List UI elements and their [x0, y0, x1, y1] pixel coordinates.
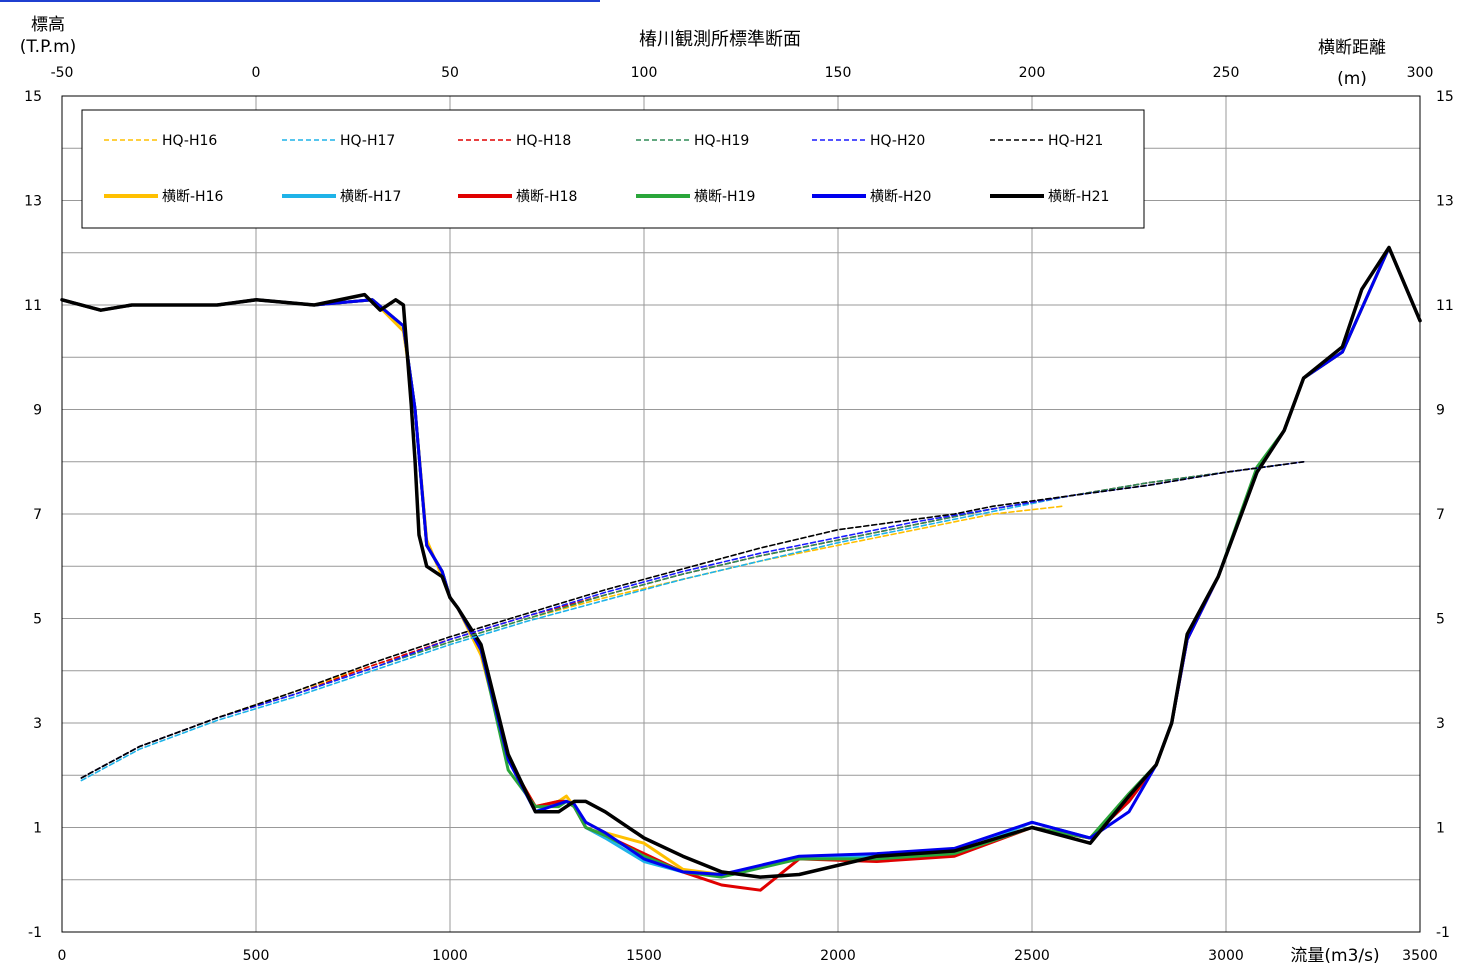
y-tick-label-right: 13 [1436, 194, 1454, 210]
legend-box [81, 109, 1145, 229]
section-line-横断-H18 [60, 246, 1422, 892]
legend-label-hq: HQ-H21 [1048, 133, 1103, 149]
x-tick-label-top: 200 [1019, 65, 1046, 81]
y-tick-label-left: -1 [28, 925, 42, 941]
x-tick-label-top: 0 [252, 65, 261, 81]
y-tick-label-left: 13 [24, 194, 42, 210]
x-tick-label-top: 300 [1407, 65, 1434, 81]
x-tick-label-bottom: 2000 [820, 948, 856, 964]
section-line-横断-H21 [60, 245, 1422, 879]
hq-line-HQ-H21 [80, 460, 1305, 779]
y-axis-label-line2: (T.P.m) [20, 37, 77, 57]
chart-title: 椿川観測所標準断面 [639, 29, 801, 50]
y-tick-label-right: 11 [1436, 298, 1454, 314]
x-tick-label-bottom: 3500 [1402, 948, 1438, 964]
x-tick-label-top: -50 [51, 65, 74, 81]
legend-label-section: 横断-H19 [694, 189, 755, 205]
hq-line-HQ-H18 [80, 463, 1285, 779]
y-tick-label-right: 5 [1436, 612, 1445, 628]
hq-line-HQ-H17 [80, 463, 1285, 782]
legend-label-hq: HQ-H18 [516, 133, 571, 149]
y-tick-label-left: 9 [33, 403, 42, 419]
legend-label-hq: HQ-H16 [162, 133, 217, 149]
section-line-横断-H19 [60, 246, 1422, 879]
legend-label-hq: HQ-H17 [340, 133, 395, 149]
legend-label-section: 横断-H17 [340, 189, 401, 205]
x-tick-label-bottom: 1500 [626, 948, 662, 964]
top-accent-line [0, 0, 600, 2]
y-tick-label-left: 5 [33, 612, 42, 628]
hq-line-HQ-H20 [80, 460, 1305, 779]
hq-line-HQ-H16 [80, 505, 1064, 779]
x-tick-label-top: 50 [441, 65, 459, 81]
y-tick-label-left: 1 [33, 821, 42, 837]
hq-line-HQ-H19 [80, 463, 1285, 779]
top-axis-label-line1: 横断距離 [1318, 38, 1386, 58]
y-tick-label-right: 15 [1436, 89, 1454, 105]
top-axis-label-line2: (m) [1337, 69, 1367, 89]
plot-area-frame [61, 95, 1421, 933]
x-tick-label-bottom: 2500 [1014, 948, 1050, 964]
y-tick-label-right: 7 [1436, 507, 1445, 523]
y-tick-label-left: 11 [24, 298, 42, 314]
series-group [60, 245, 1422, 892]
bottom-axis-label: 流量(m3/s) [1290, 946, 1379, 966]
legend-label-hq: HQ-H19 [694, 133, 749, 149]
y-tick-label-right: 9 [1436, 403, 1445, 419]
legend: HQ-H16 HQ-H17 HQ-H18 HQ-H19 HQ-H20 HQ-H21 横断-H… [81, 109, 1145, 229]
x-tick-label-bottom: 3000 [1208, 948, 1244, 964]
x-tick-label-top: 150 [825, 65, 852, 81]
x-tick-label-bottom: 0 [58, 948, 67, 964]
x-tick-label-top: 250 [1213, 65, 1240, 81]
legend-label-section: 横断-H21 [1048, 189, 1109, 205]
x-tick-label-top: 100 [631, 65, 658, 81]
legend-label-hq: HQ-H20 [870, 133, 925, 149]
legend-label-section: 横断-H18 [516, 189, 577, 205]
y-tick-label-right: 1 [1436, 821, 1445, 837]
legend-label-section: 横断-H20 [870, 189, 931, 205]
x-tick-label-bottom: 500 [243, 948, 270, 964]
y-axis-label-line1: 標高 [31, 15, 65, 35]
y-tick-label-left: 3 [33, 716, 42, 732]
legend-label-section: 横断-H16 [162, 189, 223, 205]
y-tick-label-right: 3 [1436, 716, 1445, 732]
y-tick-label-left: 7 [33, 507, 42, 523]
x-tick-label-bottom: 1000 [432, 948, 468, 964]
y-tick-label-left: 15 [24, 89, 42, 105]
y-tick-label-right: -1 [1436, 925, 1450, 941]
